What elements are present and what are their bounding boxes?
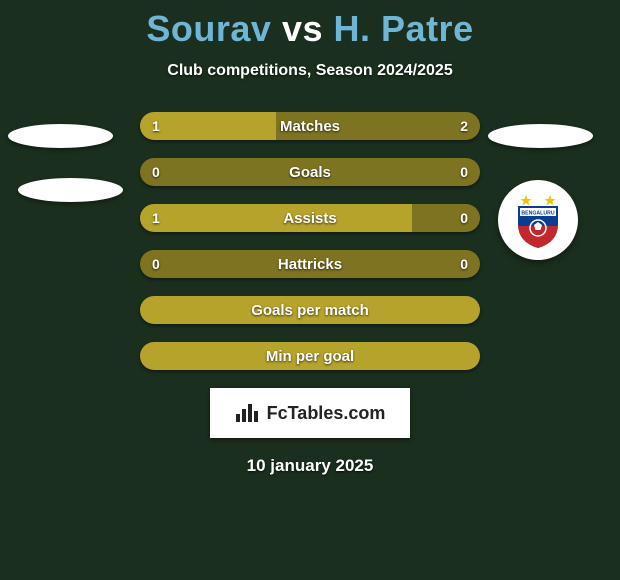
comparison-bars: Matches12 Goals00 Assists10 Hattricks00 Goal…: [140, 112, 480, 370]
bar-bg: [140, 112, 480, 140]
fctables-text: FcTables.com: [267, 403, 386, 424]
bar-row: Min per goal: [140, 342, 480, 370]
bar-row: Hattricks00: [140, 250, 480, 278]
bar-left-fill: [140, 342, 480, 370]
bar-right-fill: [140, 158, 480, 186]
bar-bg: [140, 342, 480, 370]
bar-row: Matches12: [140, 112, 480, 140]
svg-text:BENGALURU: BENGALURU: [521, 211, 554, 217]
player-left-name: Sourav: [146, 8, 271, 49]
bar-row: Assists10: [140, 204, 480, 232]
bar-row: Goals00: [140, 158, 480, 186]
bar-left-fill: [140, 112, 276, 140]
vs-text: vs: [282, 8, 323, 49]
bar-bg: [140, 296, 480, 324]
subtitle: Club competitions, Season 2024/2025: [0, 62, 620, 80]
bar-right-fill: [412, 204, 480, 232]
title: Sourav vs H. Patre: [0, 0, 620, 50]
bar-left-fill: [140, 296, 480, 324]
bar-right-fill: [276, 112, 480, 140]
club-left-ellipse-1: [8, 124, 113, 148]
bar-chart-icon: [235, 402, 261, 424]
bar-bg: [140, 204, 480, 232]
club-right-ellipse: [488, 124, 593, 148]
player-right-name: H. Patre: [334, 8, 474, 49]
bar-right-fill: [140, 250, 480, 278]
bar-bg: [140, 158, 480, 186]
bengaluru-fc-logo-icon: BENGALURU: [506, 188, 570, 252]
bar-bg: [140, 250, 480, 278]
bar-row: Goals per match: [140, 296, 480, 324]
bar-left-fill: [140, 204, 412, 232]
club-left-ellipse-2: [18, 178, 123, 202]
fctables-watermark: FcTables.com: [210, 388, 410, 438]
date-text: 10 january 2025: [0, 456, 620, 476]
bengaluru-badge: BENGALURU: [498, 180, 578, 260]
